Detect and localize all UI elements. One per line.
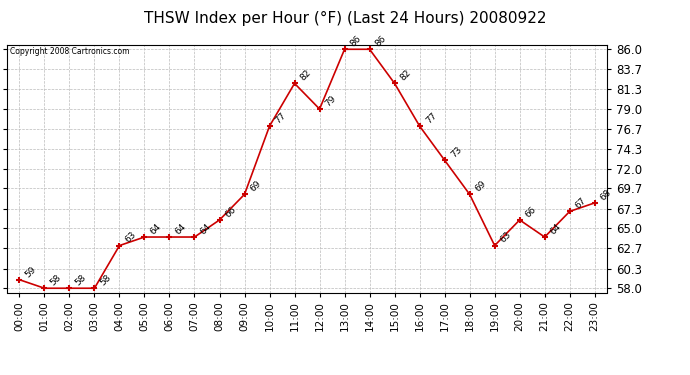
Text: 64: 64 [174,222,188,236]
Text: 66: 66 [224,205,238,219]
Text: 69: 69 [474,179,489,194]
Text: 64: 64 [199,222,213,236]
Text: 64: 64 [148,222,163,236]
Text: 58: 58 [99,273,113,288]
Text: 77: 77 [424,111,438,125]
Text: 64: 64 [549,222,563,236]
Text: 68: 68 [599,188,613,202]
Text: THSW Index per Hour (°F) (Last 24 Hours) 20080922: THSW Index per Hour (°F) (Last 24 Hours)… [144,11,546,26]
Text: 63: 63 [124,230,138,245]
Text: 79: 79 [324,94,338,108]
Text: 82: 82 [299,68,313,82]
Text: 66: 66 [524,205,538,219]
Text: 63: 63 [499,230,513,245]
Text: 69: 69 [248,179,263,194]
Text: 86: 86 [374,34,388,48]
Text: 67: 67 [574,196,589,211]
Text: 73: 73 [448,145,463,159]
Text: Copyright 2008 Cartronics.com: Copyright 2008 Cartronics.com [10,48,130,57]
Text: 59: 59 [23,264,38,279]
Text: 58: 58 [74,273,88,288]
Text: 86: 86 [348,34,363,48]
Text: 77: 77 [274,111,288,125]
Text: 82: 82 [399,68,413,82]
Text: 58: 58 [48,273,63,288]
